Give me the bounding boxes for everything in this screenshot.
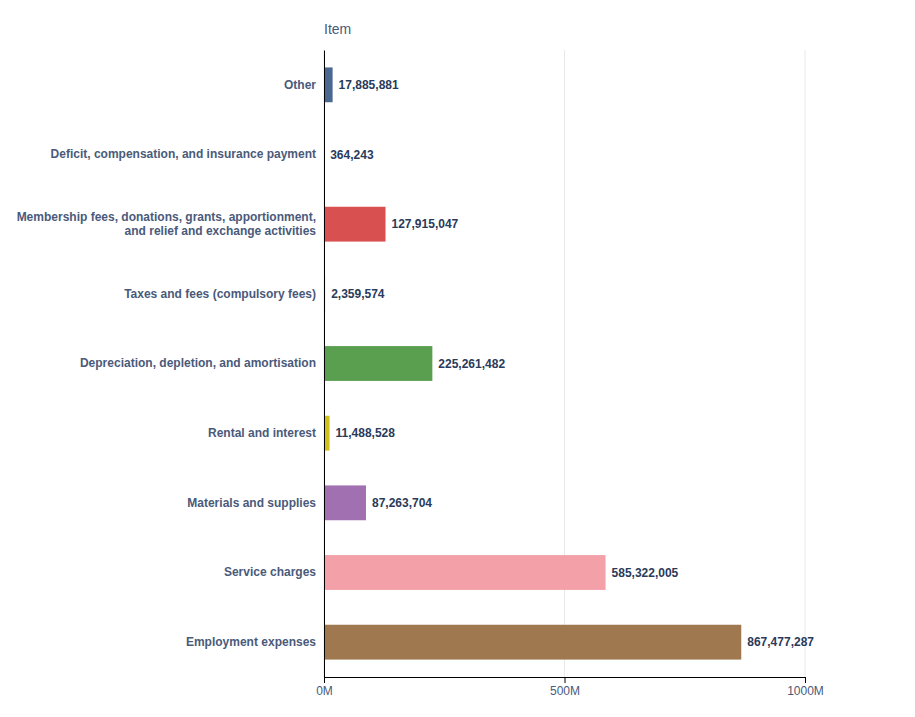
y-tick-label: Depreciation, depletion, and amortisatio… xyxy=(80,356,316,370)
bar xyxy=(324,346,432,381)
y-tick: Other xyxy=(284,78,316,92)
bar xyxy=(324,485,366,520)
y-tick-label: Other xyxy=(284,78,316,92)
y-tick-label-line: Other xyxy=(284,78,316,92)
x-axis-line xyxy=(325,678,806,684)
bars xyxy=(324,67,741,659)
y-tick-label-line: Materials and supplies xyxy=(187,496,316,510)
value-label: 364,243 xyxy=(330,148,374,162)
y-tick-label-line: Rental and interest xyxy=(208,426,316,440)
x-tick-mark xyxy=(324,677,325,683)
grid xyxy=(324,50,805,677)
title: Item xyxy=(324,21,351,37)
x-tick: 0M xyxy=(316,677,333,698)
value-label: 127,915,047 xyxy=(392,217,459,231)
y-tick: Service charges xyxy=(224,565,316,579)
y-tick: Employment expenses xyxy=(186,635,316,649)
x-tick-mark xyxy=(565,677,566,683)
y-tick: Deficit, compensation, and insurance pay… xyxy=(51,147,316,161)
y-tick-label-line: Employment expenses xyxy=(186,635,316,649)
y-axis-line xyxy=(324,51,325,678)
x-tick-label: 0M xyxy=(316,684,333,698)
y-tick-label-line: Depreciation, depletion, and amortisatio… xyxy=(80,356,316,370)
y-tick-label: Rental and interest xyxy=(208,426,316,440)
chart-svg: 867,477,287 585,322,005 87,263,704 11,488,5… xyxy=(0,0,915,717)
grid-line xyxy=(324,50,325,677)
x-tick-label: 1000M xyxy=(787,684,824,698)
grid-line xyxy=(805,50,806,677)
x-tick: 1000M xyxy=(787,677,824,698)
y-tick-label-line: Membership fees, donations, grants, appo… xyxy=(17,210,316,224)
y-tick: Taxes and fees (compulsory fees) xyxy=(124,287,316,301)
y-tick-label-line: Deficit, compensation, and insurance pay… xyxy=(51,147,316,161)
value-label: 867,477,287 xyxy=(747,635,814,649)
y-tick-label-line: Service charges xyxy=(224,565,316,579)
y-tick-label: Materials and supplies xyxy=(187,496,316,510)
x-tick-mark xyxy=(805,677,806,683)
x-axis: 0M 500M 1000M xyxy=(316,677,824,698)
x-tick-label: 500M xyxy=(550,684,580,698)
y-tick: Membership fees, donations, grants, appo… xyxy=(17,210,317,238)
value-label: 2,359,574 xyxy=(331,287,385,301)
x-tick: 500M xyxy=(550,677,580,698)
y-tick: Materials and supplies xyxy=(187,496,316,510)
bar xyxy=(324,625,741,660)
y-tick: Rental and interest xyxy=(208,426,316,440)
bar xyxy=(324,207,386,242)
plot-area: 867,477,287 585,322,005 87,263,704 11,488,5… xyxy=(17,21,824,698)
y-tick-label-line: and relief and exchange activities xyxy=(125,224,317,238)
y-tick-label: Employment expenses xyxy=(186,635,316,649)
y-tick-label: Service charges xyxy=(224,565,316,579)
y-tick-label: Deficit, compensation, and insurance pay… xyxy=(51,147,316,161)
chart-container: 867,477,287 585,322,005 87,263,704 11,488,5… xyxy=(0,0,915,717)
value-label: 11,488,528 xyxy=(336,426,396,440)
value-labels: 867,477,287 585,322,005 87,263,704 11,488,5… xyxy=(330,78,814,649)
value-label: 87,263,704 xyxy=(372,496,432,510)
bar xyxy=(324,67,333,102)
value-label: 225,261,482 xyxy=(438,357,505,371)
y-axis: Employment expenses Service charges Materi… xyxy=(17,51,325,678)
y-tick-label-line: Taxes and fees (compulsory fees) xyxy=(124,287,316,301)
y-tick: Depreciation, depletion, and amortisatio… xyxy=(80,356,316,370)
y-tick-label: Membership fees, donations, grants, appo… xyxy=(17,210,317,238)
value-label: 585,322,005 xyxy=(612,566,679,580)
y-tick-label: Taxes and fees (compulsory fees) xyxy=(124,287,316,301)
bar xyxy=(324,555,606,590)
value-label: 17,885,881 xyxy=(339,78,399,92)
